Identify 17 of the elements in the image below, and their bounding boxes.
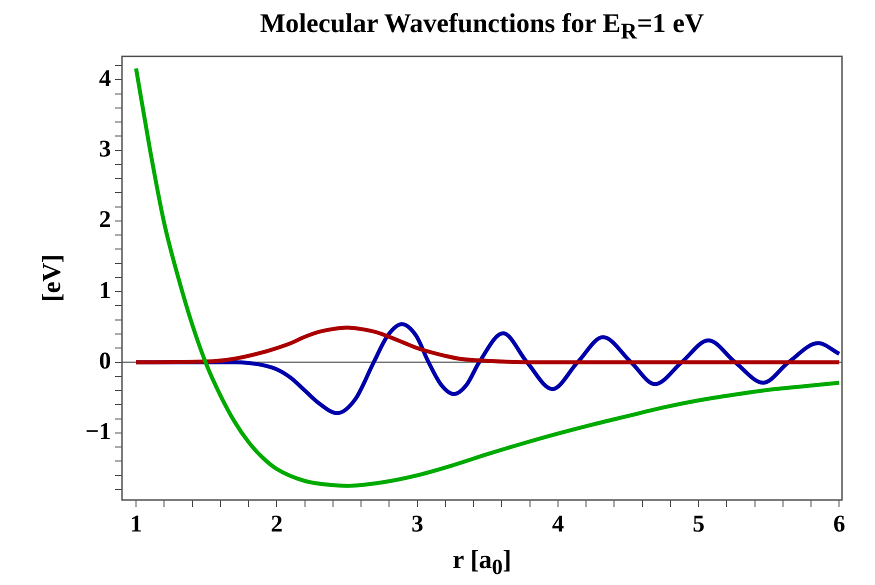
x-tick-label: 2 — [270, 512, 283, 538]
line-series — [134, 326, 842, 364]
line-series — [134, 66, 842, 488]
y-tick-label: 2 — [99, 207, 111, 234]
x-axis-title: r [a$_{0}$] — [452, 545, 512, 580]
y-tick-label: 0 — [99, 348, 111, 374]
y-axis-title: [eV] — [36, 253, 67, 304]
x-tick-label: 5 — [692, 512, 705, 538]
x-tick-label: 6 — [833, 512, 846, 538]
chart-title: Molecular Wavefunctions for E$_{R}$=1 eV — [258, 8, 706, 44]
y-tick-label: −1 — [85, 419, 111, 446]
y-tick-label: 4 — [99, 66, 111, 92]
x-tick-label: 1 — [130, 512, 142, 538]
x-tick-label: 4 — [552, 512, 564, 538]
x-tick-label: 3 — [411, 512, 424, 538]
y-tick-label: 1 — [99, 278, 111, 304]
y-tick-label: 3 — [99, 136, 111, 163]
